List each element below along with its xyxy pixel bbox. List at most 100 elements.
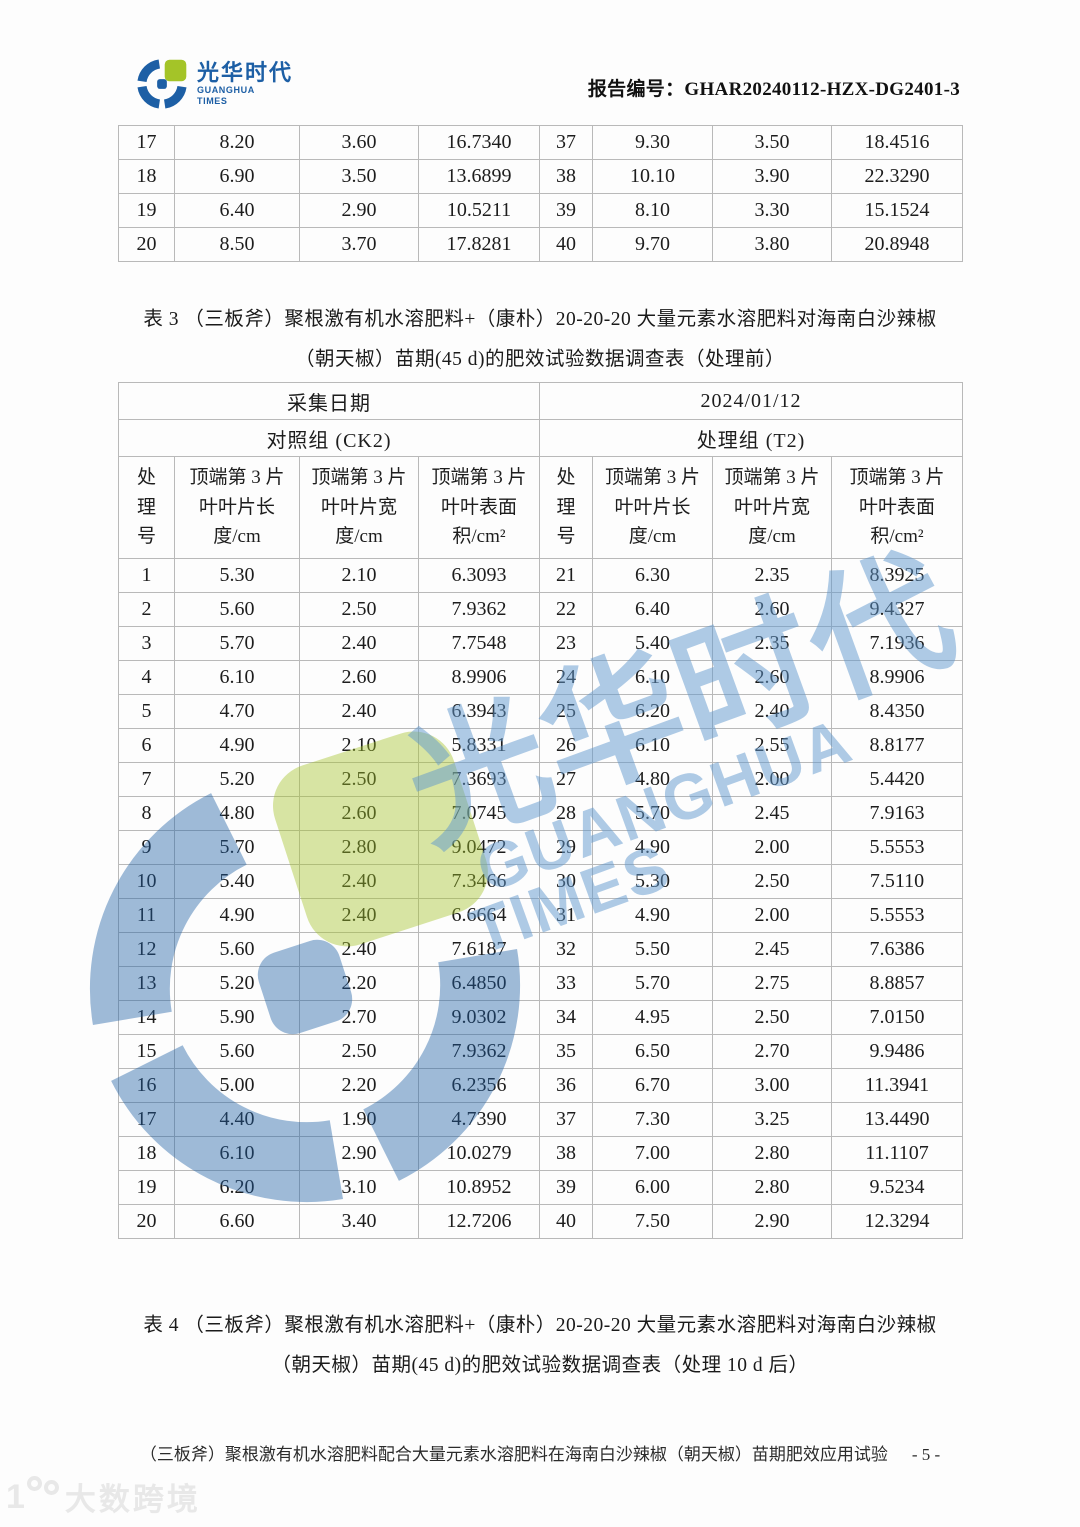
cell: 3.30 xyxy=(712,193,832,228)
cell: 6.20 xyxy=(174,1170,300,1205)
table-row: 3 5.70 2.40 7.7548 23 5.40 2.35 7.1936 xyxy=(118,626,963,661)
table-row: 12 5.60 2.40 7.6187 32 5.50 2.45 7.6386 xyxy=(118,932,963,967)
cell: 12.3294 xyxy=(831,1204,963,1239)
cell: 17 xyxy=(118,125,175,160)
cell: 6.20 xyxy=(592,694,713,729)
cell: 2.50 xyxy=(299,592,419,627)
cell: 38 xyxy=(539,1136,593,1171)
cell: 3.50 xyxy=(299,159,419,194)
cell: 17 xyxy=(118,1102,175,1137)
cell: 17.8281 xyxy=(418,227,540,262)
cell: 5.20 xyxy=(174,966,300,1001)
cell: 11 xyxy=(118,898,175,933)
cell: 26 xyxy=(539,728,593,763)
cell: 2.90 xyxy=(299,1136,419,1171)
cell: 7.0745 xyxy=(418,796,540,831)
table-row: 9 5.70 2.80 9.0472 29 4.90 2.00 5.5553 xyxy=(118,830,963,865)
cell: 6.40 xyxy=(592,592,713,627)
report-number: 报告编号：GHAR20240112-HZX-DG2401-3 xyxy=(588,74,960,101)
cell: 2.00 xyxy=(712,898,832,933)
cell: 22 xyxy=(539,592,593,627)
table-row: 10 5.40 2.40 7.3466 30 5.30 2.50 7.5110 xyxy=(118,864,963,899)
cell: 8.9906 xyxy=(418,660,540,695)
column-header: 顶端第 3 片叶叶片长度/cm xyxy=(592,456,713,559)
cell: 7.0150 xyxy=(831,1000,963,1035)
cell: 5.40 xyxy=(174,864,300,899)
cell: 7.9163 xyxy=(831,796,963,831)
cell: 2.80 xyxy=(712,1170,832,1205)
group-left-label: 对照组 (CK2) xyxy=(118,419,540,457)
cell: 2.00 xyxy=(712,830,832,865)
table4-title-line2: （朝天椒）苗期(45 d)的肥效试验数据调查表（处理 10 d 后） xyxy=(271,1355,809,1376)
cell: 15.1524 xyxy=(831,193,963,228)
corner-watermark-logo: 1 xyxy=(6,1475,59,1514)
cell: 2.40 xyxy=(299,626,419,661)
cell: 6.10 xyxy=(592,660,713,695)
cell: 5.5553 xyxy=(831,898,963,933)
collect-date-label: 采集日期 xyxy=(118,382,540,420)
cell: 2.55 xyxy=(712,728,832,763)
cell: 6.10 xyxy=(174,660,300,695)
cell: 7.6386 xyxy=(831,932,963,967)
cell: 2.40 xyxy=(712,694,832,729)
cell: 1.90 xyxy=(299,1102,419,1137)
corner-watermark: 1 大数跨境 xyxy=(6,1474,201,1519)
cell: 40 xyxy=(539,1204,593,1239)
cell: 5.70 xyxy=(174,626,300,661)
cell: 32 xyxy=(539,932,593,967)
cell: 2.60 xyxy=(299,796,419,831)
cell: 9 xyxy=(118,830,175,865)
cell: 3.70 xyxy=(299,227,419,262)
cell: 3.40 xyxy=(299,1204,419,1239)
cell: 33 xyxy=(539,966,593,1001)
table-row: 4 6.10 2.60 8.9906 24 6.10 2.60 8.9906 xyxy=(118,660,963,695)
cell: 39 xyxy=(539,193,593,228)
cell: 31 xyxy=(539,898,593,933)
cell: 8.4350 xyxy=(831,694,963,729)
cell: 2.35 xyxy=(712,626,832,661)
cell: 18.4516 xyxy=(831,125,963,160)
cell: 28 xyxy=(539,796,593,831)
column-header: 顶端第 3 片叶叶片宽度/cm xyxy=(299,456,419,559)
cell: 4.90 xyxy=(592,898,713,933)
table4-title: 表 4 （三板斧）聚根激有机水溶肥料+（康朴）20-20-20 大量元素水溶肥料… xyxy=(0,1306,1080,1386)
cell: 20 xyxy=(118,227,175,262)
cell: 23 xyxy=(539,626,593,661)
table-row: 5 4.70 2.40 6.3943 25 6.20 2.40 8.4350 xyxy=(118,694,963,729)
cell: 9.30 xyxy=(592,125,713,160)
cell: 2.80 xyxy=(299,830,419,865)
column-header: 顶端第 3 片叶叶表面积/cm² xyxy=(831,456,963,559)
cell: 2.75 xyxy=(712,966,832,1001)
table-row: 6 4.90 2.10 5.8331 26 6.10 2.55 8.8177 xyxy=(118,728,963,763)
cell: 2.50 xyxy=(712,864,832,899)
collect-date-row: 采集日期 2024/01/12 xyxy=(118,382,963,420)
cell: 10.8952 xyxy=(418,1170,540,1205)
cell: 14 xyxy=(118,1000,175,1035)
cell: 5.40 xyxy=(592,626,713,661)
table-row: 13 5.20 2.20 6.4850 33 5.70 2.75 8.8857 xyxy=(118,966,963,1001)
cell: 6 xyxy=(118,728,175,763)
cell: 2.45 xyxy=(712,796,832,831)
table-row: 16 5.00 2.20 6.2356 36 6.70 3.00 11.3941 xyxy=(118,1068,963,1103)
cell: 5.20 xyxy=(174,762,300,797)
cell: 2.10 xyxy=(299,728,419,763)
cell: 3 xyxy=(118,626,175,661)
cell: 7.3466 xyxy=(418,864,540,899)
cell: 2.40 xyxy=(299,864,419,899)
cell: 10 xyxy=(118,864,175,899)
report-number-value: GHAR20240112-HZX-DG2401-3 xyxy=(684,79,960,100)
cell: 8.8177 xyxy=(831,728,963,763)
cell: 7.9362 xyxy=(418,592,540,627)
logo-en-label-1: GUANGHUA xyxy=(197,85,255,96)
cell: 29 xyxy=(539,830,593,865)
cell: 5.4420 xyxy=(831,762,963,797)
cell: 2.00 xyxy=(712,762,832,797)
cell: 3.10 xyxy=(299,1170,419,1205)
table-row: 20 8.50 3.70 17.8281 40 9.70 3.80 20.8948 xyxy=(118,227,963,262)
cell: 3.00 xyxy=(712,1068,832,1103)
cell: 10.5211 xyxy=(418,193,540,228)
footer-text: （三板斧）聚根激有机水溶肥料配合大量元素水溶肥料在海南白沙辣椒（朝天椒）苗期肥效… xyxy=(139,1445,888,1464)
corner-watermark-ring-icon xyxy=(43,1479,59,1495)
table3-title: 表 3 （三板斧）聚根激有机水溶肥料+（康朴）20-20-20 大量元素水溶肥料… xyxy=(0,300,1080,380)
table-row: 18 6.90 3.50 13.6899 38 10.10 3.90 22.3290 xyxy=(118,159,963,194)
